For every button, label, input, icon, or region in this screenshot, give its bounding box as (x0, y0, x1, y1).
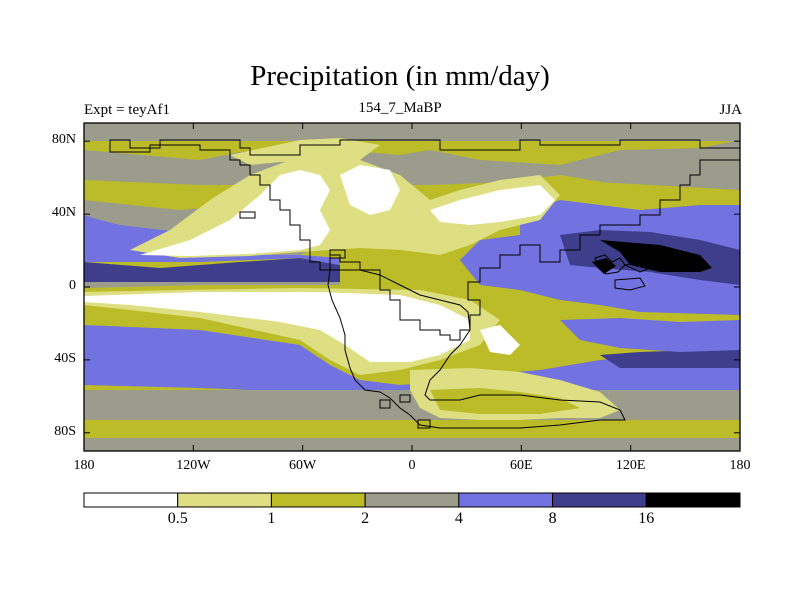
precip-band-olive-southland (430, 388, 580, 414)
precip-band-gray-south (84, 390, 740, 420)
precip-band-lightyellow-northpolar (230, 138, 380, 165)
precip-band-white-northeast (430, 185, 555, 225)
lon-tick-label: 0 (408, 458, 416, 473)
lon-tick-label: 60W (289, 458, 317, 473)
axis-ticks (83, 123, 741, 451)
lon-tick-label: 120E (615, 458, 646, 473)
precip-band-gray-antarctic (84, 438, 740, 451)
land-outline-gondwana (327, 269, 626, 429)
figure-title: Precipitation (in mm/day) (250, 60, 550, 92)
experiment-label: Expt = teyAf1 (84, 102, 170, 118)
precip-band-white-south (84, 292, 470, 362)
colorbar-level-label: 4 (454, 510, 463, 527)
precip-band-blue-south (84, 325, 740, 395)
precip-max-black-asia (600, 240, 712, 272)
colorbar-level-label: 2 (361, 510, 370, 527)
precip-band-blue-southeast (560, 318, 740, 352)
lon-tick-label: 60E (510, 458, 533, 473)
colorbar-level-label: 1 (267, 510, 276, 527)
precip-band-darkblue-equator (84, 258, 340, 285)
colorbar-swatch (552, 492, 647, 508)
precip-band-blue-equator (84, 255, 340, 265)
precip-band-white-centre (340, 165, 400, 215)
precip-band-white-southeast (480, 325, 520, 355)
lon-tick-label: 120W (176, 458, 211, 473)
precipitation-field (84, 123, 740, 451)
lat-tick-label: 40S (54, 350, 76, 366)
colorbar-swatch (270, 492, 366, 508)
land-outline-small-islands (239, 211, 431, 429)
precip-band-white-north (140, 170, 330, 256)
land-outline-laurasia (109, 139, 740, 341)
colorbar-swatch (177, 492, 272, 508)
lon-tick-label: 180 (729, 458, 751, 473)
precip-band-gray-north (84, 123, 740, 141)
season-label: JJA (719, 102, 742, 118)
lat-tick-label: 80N (51, 132, 76, 148)
colorbar-level-label: 16 (638, 510, 655, 527)
colorbar-level-label: 8 (548, 510, 557, 527)
lat-tick-label: 80S (54, 423, 76, 439)
land-outline-asia-islands (594, 254, 652, 291)
colorbar-swatch (83, 492, 179, 508)
colorbar-level-label: 0.5 (167, 510, 188, 527)
lon-tick-label: 180 (73, 458, 95, 473)
precip-band-olive-south-polar (84, 420, 740, 438)
lat-tick-label: 40N (51, 205, 76, 221)
time-label: 154_7_MaBP (358, 100, 442, 116)
colorbar-swatch (645, 492, 741, 508)
precip-max-black-asia-small (592, 258, 616, 274)
colorbar-swatch (364, 492, 460, 508)
colorbar-swatch (458, 492, 554, 508)
colorbar (83, 492, 741, 508)
lat-tick-label: 0 (69, 278, 76, 293)
precip-band-darkblue-south (600, 348, 740, 368)
